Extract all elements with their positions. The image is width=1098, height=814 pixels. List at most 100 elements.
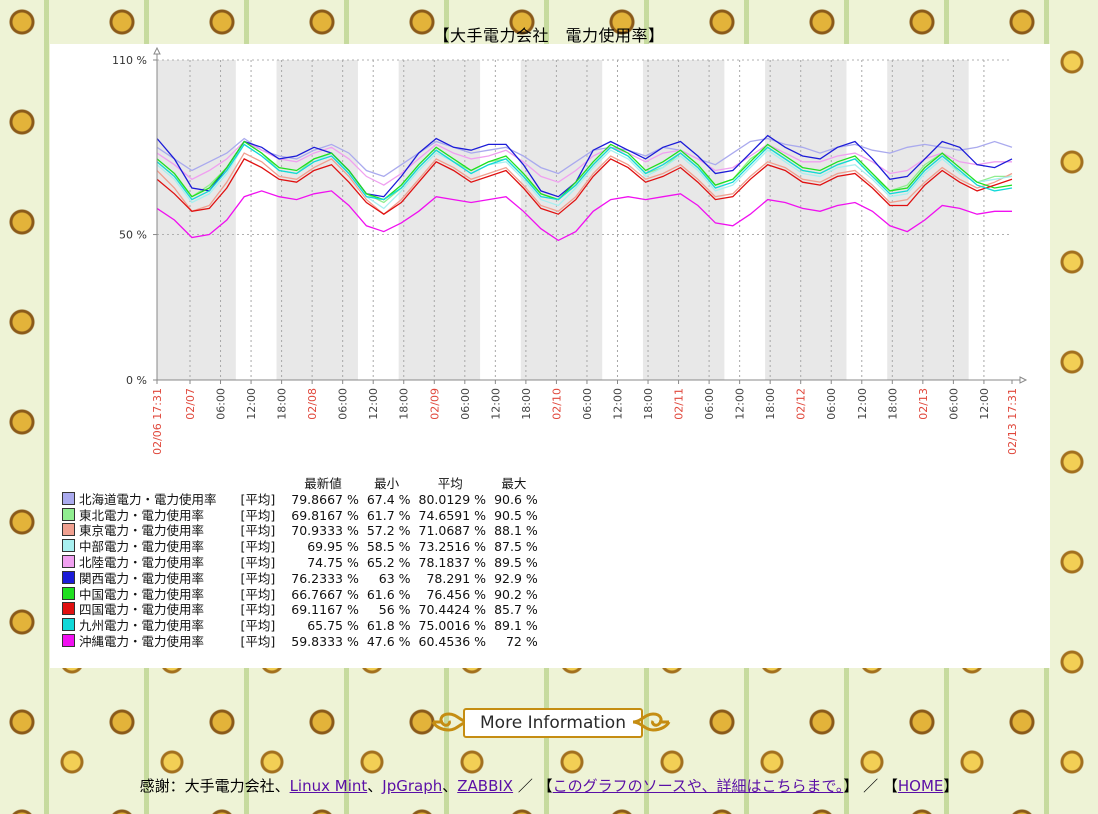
legend-name-text: 北陸電力・電力使用率 bbox=[79, 554, 205, 570]
legend-last: 79.8667 % bbox=[291, 491, 359, 507]
legend-min: 61.8 % bbox=[366, 618, 411, 634]
legend-name-text: 中国電力・電力使用率 bbox=[79, 586, 205, 602]
legend-max: 88.1 % bbox=[494, 523, 538, 539]
legend-series-name: 北陸電力・電力使用率 bbox=[60, 554, 239, 571]
legend-swatch bbox=[62, 570, 75, 584]
x-tick-label: 06:00 bbox=[703, 388, 716, 420]
series-line bbox=[156, 134, 1013, 198]
legend-tag: [平均] bbox=[240, 523, 276, 539]
legend-name-text: 中部電力・電力使用率 bbox=[79, 539, 205, 555]
series-line bbox=[156, 140, 1012, 186]
x-tick-label: 06:00 bbox=[947, 388, 960, 420]
legend-min: 56 % bbox=[378, 602, 411, 618]
night-band bbox=[157, 60, 236, 380]
x-tick-label: 02/09 bbox=[428, 388, 441, 420]
legend-tag: [平均] bbox=[240, 586, 276, 602]
legend-header-last: 最新値 bbox=[304, 476, 342, 491]
legend-tag: [平均] bbox=[240, 633, 276, 649]
legend: 最新値 最小 平均 最大 北海道電力・電力使用率 [平均] 79.8667 % 67.… bbox=[60, 476, 540, 650]
night-band bbox=[642, 60, 725, 380]
legend-max: 72 % bbox=[505, 633, 538, 649]
legend-row: 四国電力・電力使用率 [平均] 69.1167 % 56 % 70.4424 % 85.7… bbox=[60, 602, 540, 618]
legend-avg: 74.6591 % bbox=[418, 507, 487, 523]
legend-name-text: 四国電力・電力使用率 bbox=[79, 602, 205, 618]
x-tick-label: 06:00 bbox=[581, 388, 594, 420]
legend-max: 89.1 % bbox=[494, 618, 538, 634]
link-source-details[interactable]: このグラフのソースや、詳細はこちらまで。 bbox=[552, 777, 844, 795]
night-band bbox=[398, 60, 481, 380]
x-tick-label: 12:00 bbox=[978, 388, 991, 420]
series-line bbox=[156, 158, 1013, 215]
legend-name-text: 東北電力・電力使用率 bbox=[79, 507, 205, 523]
y-tick-label: 50 % bbox=[119, 229, 147, 242]
legend-avg: 78.1837 % bbox=[418, 554, 487, 570]
legend-min: 58.5 % bbox=[366, 539, 411, 555]
legend-series-name: 沖縄電力・電力使用率 bbox=[60, 633, 239, 650]
legend-min: 61.6 % bbox=[366, 586, 411, 602]
legend-series-name: 東北電力・電力使用率 bbox=[60, 507, 239, 524]
legend-row: 北海道電力・電力使用率 [平均] 79.8667 % 67.4 % 80.0129 % 9… bbox=[60, 491, 540, 508]
legend-min: 61.7 % bbox=[366, 507, 411, 523]
legend-row: 中部電力・電力使用率 [平均] 69.95 % 58.5 % 73.2516 % 87.5… bbox=[60, 539, 540, 555]
series-line bbox=[156, 137, 1013, 178]
legend-header-avg: 平均 bbox=[437, 476, 463, 491]
more-information-button[interactable]: More Information bbox=[427, 700, 675, 744]
legend-name-text: 関西電力・電力使用率 bbox=[79, 570, 205, 586]
legend-avg: 70.4424 % bbox=[418, 602, 487, 618]
footer-mid: ／ 【 bbox=[513, 777, 553, 795]
x-tick-label: 02/06 17:31 bbox=[151, 388, 164, 455]
x-tick-label: 18:00 bbox=[520, 388, 533, 420]
x-tick-label: 02/13 17:31 bbox=[1006, 388, 1019, 455]
legend-last: 59.8333 % bbox=[291, 633, 359, 649]
y-tick-label: 110 % bbox=[112, 54, 147, 67]
footer-sep1: 、 bbox=[367, 777, 383, 795]
legend-swatch bbox=[62, 539, 75, 553]
x-tick-label: 06:00 bbox=[337, 388, 350, 420]
series-line bbox=[156, 140, 1013, 201]
footer-credits: 感謝：大手電力会社、Linux Mint、JpGraph、ZABBIX ／ 【こ… bbox=[0, 775, 1098, 796]
legend-swatch bbox=[62, 491, 75, 505]
legend-avg: 76.456 % bbox=[426, 586, 487, 602]
legend-last: 69.8167 % bbox=[291, 507, 359, 523]
legend-swatch bbox=[62, 523, 75, 537]
legend-row: 東北電力・電力使用率 [平均] 69.8167 % 61.7 % 74.6591 % 90… bbox=[60, 507, 540, 524]
series-line bbox=[156, 190, 1012, 242]
x-tick-label: 12:00 bbox=[367, 388, 380, 420]
x-tick-label: 06:00 bbox=[825, 388, 838, 420]
legend-header-min: 最小 bbox=[374, 476, 400, 491]
x-tick-label: 02/08 bbox=[306, 388, 319, 420]
legend-avg: 60.4536 % bbox=[418, 633, 487, 649]
legend-series-name: 九州電力・電力使用率 bbox=[60, 618, 239, 634]
night-band bbox=[765, 60, 847, 380]
legend-swatch bbox=[62, 554, 75, 568]
link-home[interactable]: HOME bbox=[897, 777, 944, 795]
legend-tag: [平均] bbox=[240, 618, 276, 634]
x-tick-label: 06:00 bbox=[459, 388, 472, 420]
legend-header-max: 最大 bbox=[501, 476, 527, 491]
link-linux-mint[interactable]: Linux Mint bbox=[289, 777, 368, 795]
link-zabbix[interactable]: ZABBIX bbox=[457, 777, 514, 795]
legend-min: 65.2 % bbox=[366, 554, 411, 570]
legend-header-name bbox=[60, 476, 239, 492]
legend-avg: 73.2516 % bbox=[418, 539, 487, 555]
legend-swatch bbox=[62, 633, 75, 647]
legend-max: 90.2 % bbox=[494, 586, 538, 602]
legend-name-text: 北海道電力・電力使用率 bbox=[79, 491, 217, 507]
legend-series-name: 中国電力・電力使用率 bbox=[60, 586, 239, 603]
night-band bbox=[520, 60, 603, 380]
legend-series-name: 中部電力・電力使用率 bbox=[60, 539, 239, 555]
legend-max: 85.7 % bbox=[494, 602, 538, 618]
legend-max: 89.5 % bbox=[494, 554, 538, 570]
legend-name-text: 九州電力・電力使用率 bbox=[79, 618, 205, 634]
legend-name-text: 東京電力・電力使用率 bbox=[79, 523, 205, 539]
legend-last: 65.75 % bbox=[307, 618, 359, 634]
line-chart: 0 % 50 % 110 % 02/06 17:31 02/07 06:00 12:00 1… bbox=[112, 46, 1028, 455]
legend-tag: [平均] bbox=[240, 491, 276, 507]
flourish-left-icon bbox=[431, 712, 470, 732]
link-jpgraph[interactable]: JpGraph bbox=[382, 777, 443, 795]
legend-last: 69.95 % bbox=[307, 539, 359, 555]
more-information-label: More Information bbox=[463, 708, 643, 738]
x-tick-label: 02/13 bbox=[917, 388, 930, 420]
legend-tag: [平均] bbox=[240, 602, 276, 618]
night-band bbox=[276, 60, 358, 380]
